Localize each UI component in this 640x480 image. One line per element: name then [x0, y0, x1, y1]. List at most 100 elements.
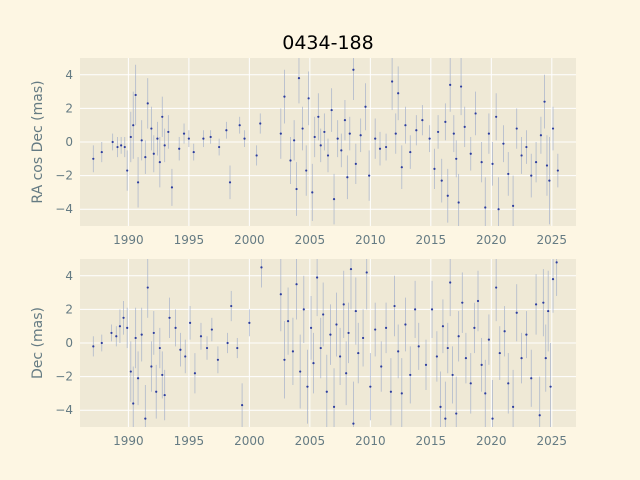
- data-point: [167, 130, 170, 134]
- data-point: [209, 135, 212, 139]
- data-point: [511, 405, 515, 408]
- y-tick-label: 0: [65, 336, 73, 350]
- x-tick-label: 1995: [174, 233, 205, 247]
- data-point: [397, 350, 400, 353]
- data-point: [301, 127, 304, 130]
- data-point: [161, 115, 164, 118]
- data-point: [92, 345, 95, 348]
- data-point: [319, 144, 322, 147]
- data-point: [433, 167, 436, 170]
- data-point: [491, 417, 494, 420]
- data-point: [548, 179, 551, 182]
- data-point: [449, 83, 452, 86]
- data-point: [374, 137, 377, 140]
- data-point: [210, 328, 213, 331]
- data-point: [525, 333, 528, 336]
- data-point: [440, 179, 443, 182]
- data-point: [543, 100, 546, 103]
- data-point: [286, 320, 290, 323]
- data-point: [520, 357, 523, 360]
- data-point: [146, 286, 149, 289]
- data-point: [295, 283, 298, 286]
- data-point: [476, 299, 480, 303]
- data-point: [111, 140, 114, 144]
- x-tick-label: 2000: [234, 434, 265, 448]
- data-point: [305, 169, 308, 172]
- x-tick-label: 2005: [295, 233, 326, 247]
- data-point: [507, 382, 510, 385]
- data-point: [293, 139, 296, 142]
- data-point: [100, 341, 103, 345]
- y-tick-label: −2: [55, 169, 73, 183]
- data-point: [140, 333, 143, 336]
- data-point: [555, 261, 558, 264]
- y-tick-label: −4: [55, 403, 73, 417]
- data-point: [511, 204, 515, 207]
- data-point: [122, 316, 125, 319]
- data-point: [495, 286, 498, 289]
- data-point: [474, 112, 477, 115]
- data-point: [313, 135, 316, 139]
- data-point: [354, 309, 357, 313]
- data-point: [140, 139, 143, 142]
- data-point: [199, 335, 203, 338]
- data-point: [547, 309, 550, 313]
- data-point: [241, 404, 244, 407]
- data-point: [144, 156, 147, 159]
- data-point: [329, 333, 332, 336]
- data-point: [152, 331, 155, 335]
- data-point: [502, 142, 505, 145]
- y-tick-label: 2: [65, 101, 73, 115]
- data-point: [480, 161, 483, 164]
- data-point: [369, 385, 372, 388]
- data-point: [393, 304, 396, 308]
- data-point: [193, 372, 197, 375]
- data-point: [534, 161, 538, 164]
- data-point: [309, 326, 313, 329]
- data-point: [155, 390, 158, 393]
- data-point: [345, 372, 348, 375]
- data-point: [283, 95, 286, 98]
- data-point: [317, 115, 320, 118]
- data-point: [279, 132, 282, 135]
- data-point: [347, 331, 350, 335]
- data-point: [430, 308, 434, 311]
- data-point: [455, 157, 458, 160]
- data-point: [436, 130, 440, 134]
- data-point: [163, 144, 166, 147]
- data-point: [297, 77, 301, 80]
- data-point: [417, 345, 420, 348]
- data-point: [146, 102, 149, 105]
- data-point: [484, 206, 487, 209]
- data-point: [469, 152, 472, 155]
- data-point: [549, 385, 552, 388]
- data-point: [452, 132, 455, 135]
- data-point: [457, 201, 460, 204]
- data-point: [421, 119, 424, 122]
- data-point: [342, 303, 345, 306]
- data-point: [515, 311, 518, 314]
- data-point: [335, 323, 338, 326]
- data-point: [495, 115, 498, 118]
- data-point: [134, 336, 137, 340]
- data-point: [498, 351, 501, 355]
- x-tick-label: 2015: [416, 233, 447, 247]
- x-tick-label: 2020: [476, 434, 507, 448]
- data-point: [306, 385, 309, 388]
- data-point: [520, 154, 523, 157]
- data-point: [323, 130, 326, 134]
- data-point: [336, 137, 339, 140]
- chart-title: 0434-188: [282, 32, 373, 54]
- data-point: [439, 405, 442, 408]
- data-point: [178, 147, 181, 150]
- data-point: [316, 276, 319, 279]
- data-point: [459, 85, 463, 88]
- data-point: [343, 119, 347, 122]
- data-point: [295, 187, 298, 191]
- data-point: [357, 351, 360, 355]
- x-tick-label: 1990: [113, 434, 144, 448]
- data-point: [525, 145, 528, 149]
- data-point: [136, 377, 140, 380]
- data-point: [228, 181, 232, 184]
